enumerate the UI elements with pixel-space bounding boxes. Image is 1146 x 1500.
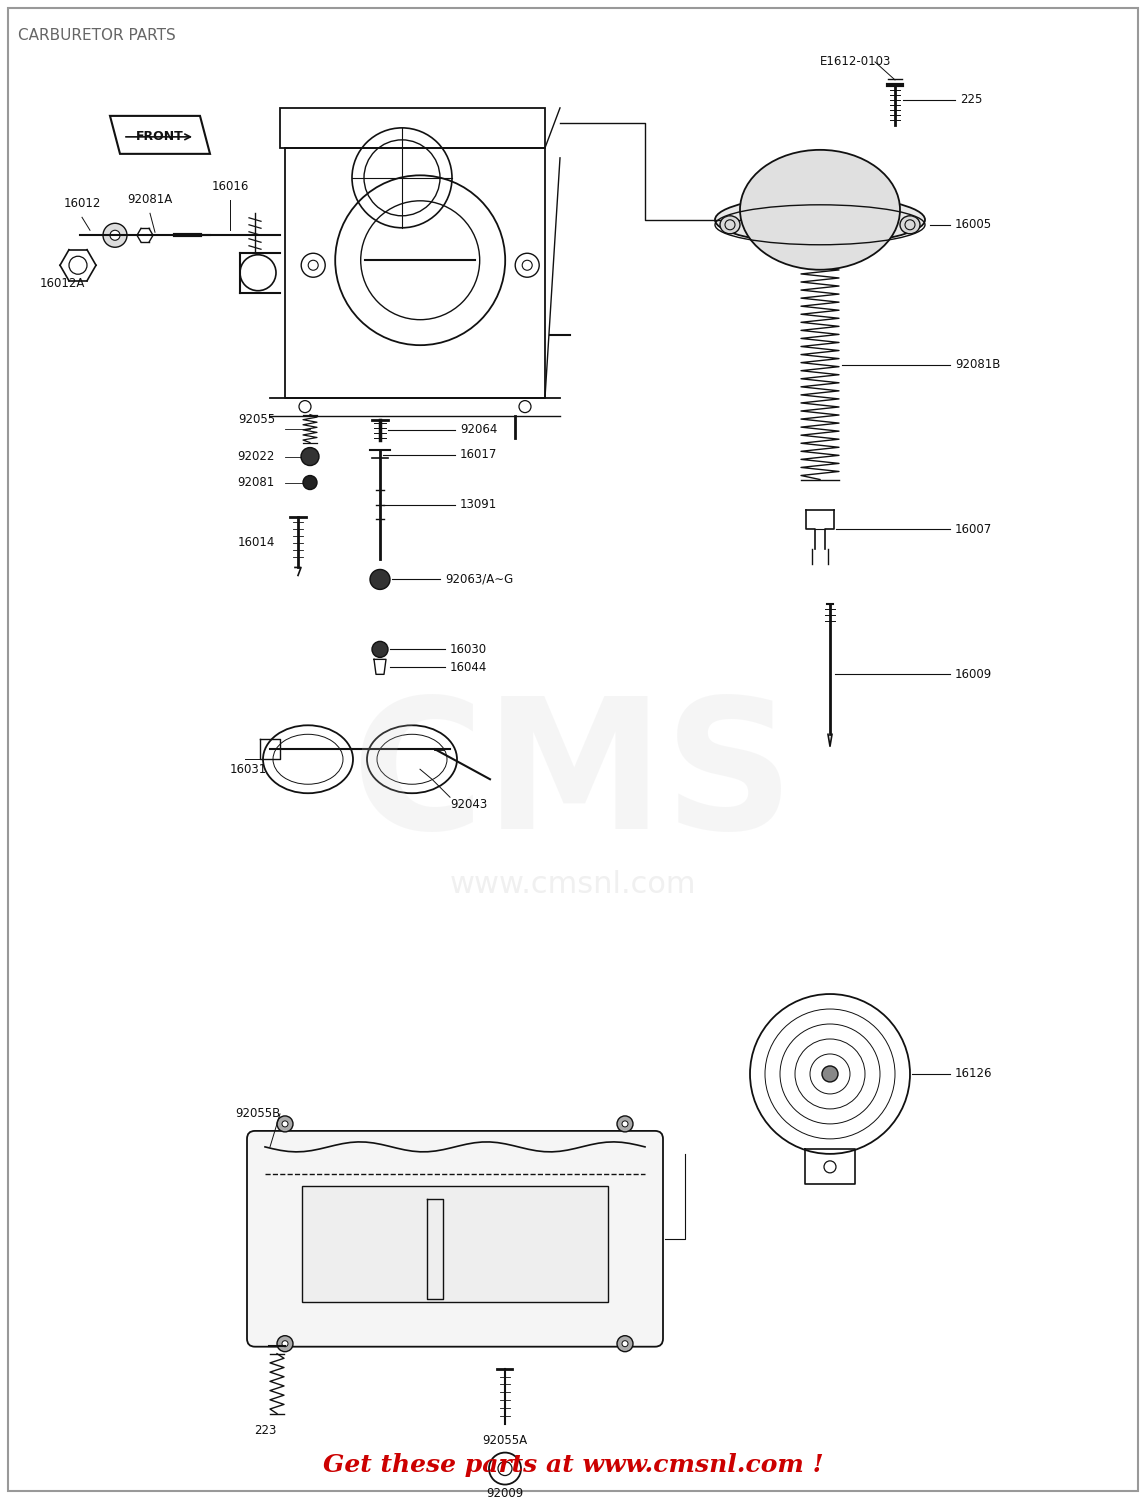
Text: 92055A: 92055A xyxy=(482,1434,527,1446)
Ellipse shape xyxy=(900,216,920,234)
FancyBboxPatch shape xyxy=(248,1131,664,1347)
Text: 16009: 16009 xyxy=(955,668,992,681)
FancyBboxPatch shape xyxy=(303,1186,609,1302)
Ellipse shape xyxy=(720,216,740,234)
Text: 16012A: 16012A xyxy=(40,278,85,290)
Text: FRONT: FRONT xyxy=(136,130,183,144)
Text: CARBURETOR PARTS: CARBURETOR PARTS xyxy=(18,28,175,44)
Circle shape xyxy=(282,1120,288,1126)
Text: 16016: 16016 xyxy=(211,180,249,194)
Text: 16007: 16007 xyxy=(955,524,992,536)
Text: 16044: 16044 xyxy=(450,662,487,674)
Text: 16017: 16017 xyxy=(460,448,497,460)
Text: 92063/A∼G: 92063/A∼G xyxy=(445,573,513,586)
Text: 92043: 92043 xyxy=(450,798,487,810)
Text: 92009: 92009 xyxy=(486,1486,524,1500)
Text: E1612-0103: E1612-0103 xyxy=(821,56,892,69)
Text: 16030: 16030 xyxy=(450,644,487,656)
Circle shape xyxy=(282,1341,288,1347)
Circle shape xyxy=(110,231,120,240)
Text: 92081: 92081 xyxy=(237,476,275,489)
Circle shape xyxy=(622,1341,628,1347)
Circle shape xyxy=(617,1335,633,1352)
Text: 92081B: 92081B xyxy=(955,358,1000,370)
Text: Get these parts at www.cmsnl.com !: Get these parts at www.cmsnl.com ! xyxy=(323,1452,823,1476)
Text: 92055B: 92055B xyxy=(235,1107,281,1120)
Text: 13091: 13091 xyxy=(460,498,497,512)
Text: CMS: CMS xyxy=(352,692,794,867)
Text: 92022: 92022 xyxy=(237,450,275,464)
Text: 16012: 16012 xyxy=(63,198,101,210)
Circle shape xyxy=(617,1116,633,1132)
Ellipse shape xyxy=(740,150,900,270)
Circle shape xyxy=(370,570,390,590)
Circle shape xyxy=(303,476,317,489)
Text: 92055: 92055 xyxy=(238,413,275,426)
Polygon shape xyxy=(110,116,210,154)
Circle shape xyxy=(301,447,319,465)
Text: 16005: 16005 xyxy=(955,219,992,231)
Text: 92081A: 92081A xyxy=(127,194,173,207)
Circle shape xyxy=(372,642,388,657)
Text: www.cmsnl.com: www.cmsnl.com xyxy=(449,870,697,898)
Text: 16126: 16126 xyxy=(955,1068,992,1080)
Text: 16031: 16031 xyxy=(230,764,267,776)
Circle shape xyxy=(622,1120,628,1126)
Circle shape xyxy=(822,1066,838,1082)
Circle shape xyxy=(277,1335,293,1352)
Circle shape xyxy=(103,224,127,248)
Text: 223: 223 xyxy=(253,1424,276,1437)
Text: 16014: 16014 xyxy=(237,536,275,549)
Text: 225: 225 xyxy=(960,93,982,106)
Circle shape xyxy=(277,1116,293,1132)
Text: 92064: 92064 xyxy=(460,423,497,436)
Ellipse shape xyxy=(715,196,925,244)
